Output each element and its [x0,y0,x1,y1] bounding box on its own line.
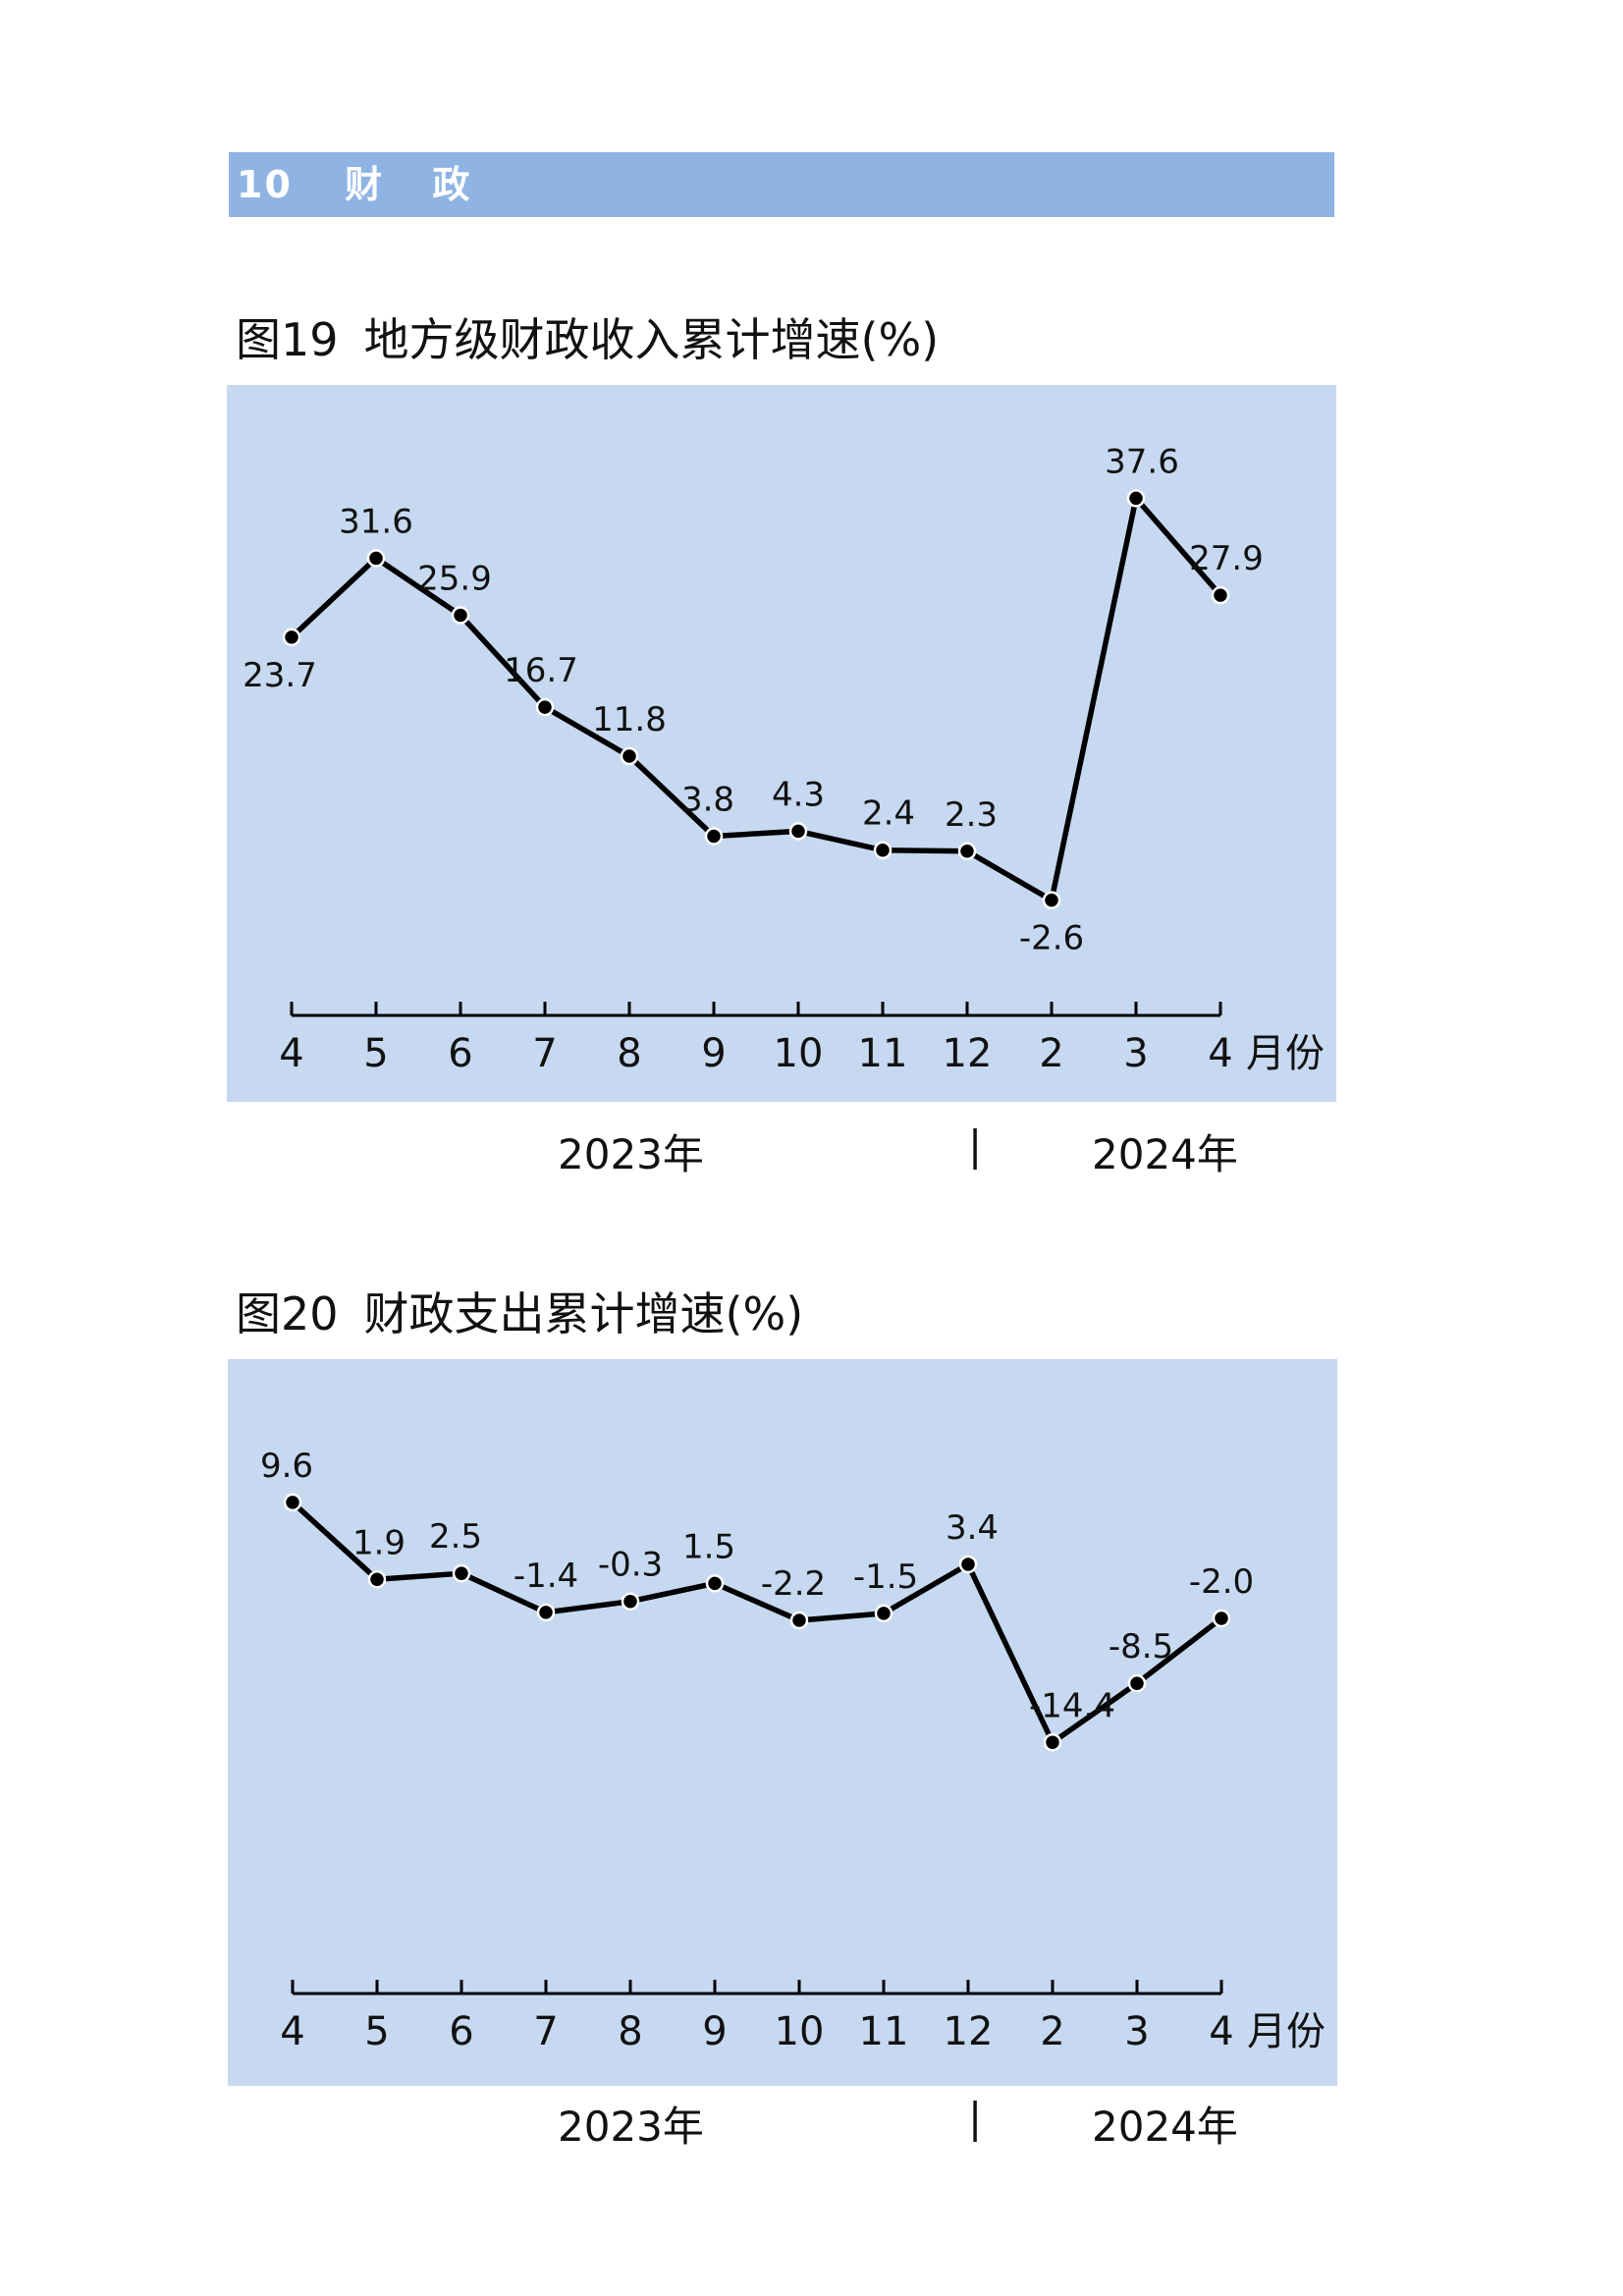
data-label: 31.6 [339,502,413,541]
series-line [290,495,1223,903]
data-label: 23.7 [243,656,317,695]
data-point [535,697,555,717]
data-label: 27.9 [1189,539,1264,578]
data-label: -1.5 [853,1558,918,1597]
x-tick-label: 4 [1209,2009,1233,2054]
data-point [788,822,808,841]
data-point [282,628,301,647]
data-point [1126,489,1146,508]
data-label: -2.0 [1189,1562,1254,1602]
x-tick-label: 9 [701,1031,726,1076]
data-point [366,549,386,568]
x-tick-label: 8 [618,2009,642,2054]
x-tick-label: 8 [617,1031,641,1076]
data-point [621,1592,640,1611]
data-label: -1.4 [514,1557,578,1596]
figure-19-label: 图19 [236,313,339,366]
chart-20-year-2023: 2023年 [558,2103,704,2151]
x-tick-label: 5 [364,2009,389,2054]
data-label: 2.4 [862,794,915,834]
x-tick-label: 11 [858,1031,908,1076]
chart-19-panel: 4 5 6 7 8 9 10 11 12 2 3 4 月份 23.7 31.6 25.9 16.7 11.8 3.8… [227,385,1336,1102]
section-title-char-2: 政 [432,163,472,206]
x-tick-label: 12 [943,1031,993,1076]
x-tick-label: 10 [775,2009,825,2054]
data-label: 1.5 [682,1527,735,1566]
data-point [874,1604,893,1623]
data-point [536,1603,556,1622]
data-point [789,1611,809,1630]
data-label: 2.3 [945,795,998,835]
chart-20-year-separator: | [968,2094,983,2142]
data-point [957,842,977,861]
data-point [873,841,893,859]
data-label: 2.5 [429,1517,482,1557]
x-axis-unit-label: 月份 [1247,2009,1325,2054]
x-tick-label: 9 [702,2009,727,2054]
data-label: 37.6 [1105,442,1179,481]
figure-20-label: 图20 [236,1287,339,1340]
x-tick-label: 10 [774,1031,824,1076]
data-label: 1.9 [352,1523,406,1562]
data-label: 3.8 [681,780,734,819]
x-tick-label: 7 [532,1031,557,1076]
x-tick-label: 6 [448,1031,472,1076]
x-tick-label: 5 [363,1031,388,1076]
x-tick-label: 4 [279,1031,303,1076]
chart-19-year-2024: 2024年 [1092,1130,1238,1178]
chart-19-year-2023: 2023年 [558,1130,704,1178]
section-number: 10 [237,163,293,206]
x-tick-label: 3 [1124,2009,1149,2054]
figure-19-caption: 地方级财政收入累计增速(%) [363,313,940,366]
data-label: -0.3 [598,1546,663,1585]
chart-20-year-2024: 2024年 [1092,2103,1238,2151]
data-point [1211,585,1230,605]
figure-20-caption: 财政支出累计增速(%) [363,1287,804,1340]
data-label: 9.6 [260,1447,313,1486]
chart-19-plot: 4 5 6 7 8 9 10 11 12 2 3 4 月份 23.7 31.625.9 16.7 11.8 3.8… [243,442,1325,1076]
data-point [958,1555,978,1574]
chart-20-panel: 4 5 6 7 8 9 10 11 12 2 3 4 月份 9.6 1.9 2.5 -1.4 -0.3 1.5 -2.… [228,1359,1337,2086]
data-label: -8.5 [1109,1627,1173,1667]
data-point [367,1570,387,1589]
section-title-char-1: 财 [345,163,385,206]
chart-20-plot: 4 5 6 7 8 9 10 11 12 2 3 4 月份 9.6 1.9 2.5 -1.4 -0.3 1.5 -2.… [260,1447,1325,2054]
x-tick-label: 2 [1039,1031,1063,1076]
series-line [291,1500,1223,1746]
data-label: 16.7 [504,651,578,690]
data-label: 11.8 [592,700,667,739]
x-tick-label: 4 [280,2009,304,2054]
data-label: -2.2 [761,1564,826,1604]
section-header-text: 10 财 政 [237,152,471,217]
data-point [452,1563,471,1583]
data-point [705,1574,725,1593]
data-point [620,746,639,766]
x-tick-label: 11 [859,2009,909,2054]
data-label: -14.4 [1029,1686,1115,1725]
data-label: -2.6 [1019,919,1084,958]
x-axis-unit-label: 月份 [1246,1031,1325,1076]
data-point [1042,891,1061,909]
data-point [704,827,724,846]
figure-20-title: 图20 财政支出累计增速(%) [236,1286,803,1341]
figure-19-title: 图19 地方级财政收入累计增速(%) [236,312,939,367]
x-tick-label: 12 [944,2009,994,2054]
data-label: 4.3 [772,775,825,814]
data-label: 3.4 [946,1508,999,1548]
data-label: 25.9 [417,559,492,598]
x-tick-label: 3 [1123,1031,1148,1076]
x-tick-label: 7 [533,2009,558,2054]
x-tick-label: 6 [449,2009,473,2054]
x-tick-label: 2 [1040,2009,1064,2054]
chart-19-year-separator: | [968,1121,983,1170]
data-point [1127,1673,1147,1693]
x-tick-label: 4 [1208,1031,1232,1076]
data-point [451,606,470,625]
data-point [283,1493,302,1512]
data-point [1212,1609,1231,1628]
section-header-bar: 10 财 政 [229,152,1334,217]
data-point [1043,1733,1062,1752]
